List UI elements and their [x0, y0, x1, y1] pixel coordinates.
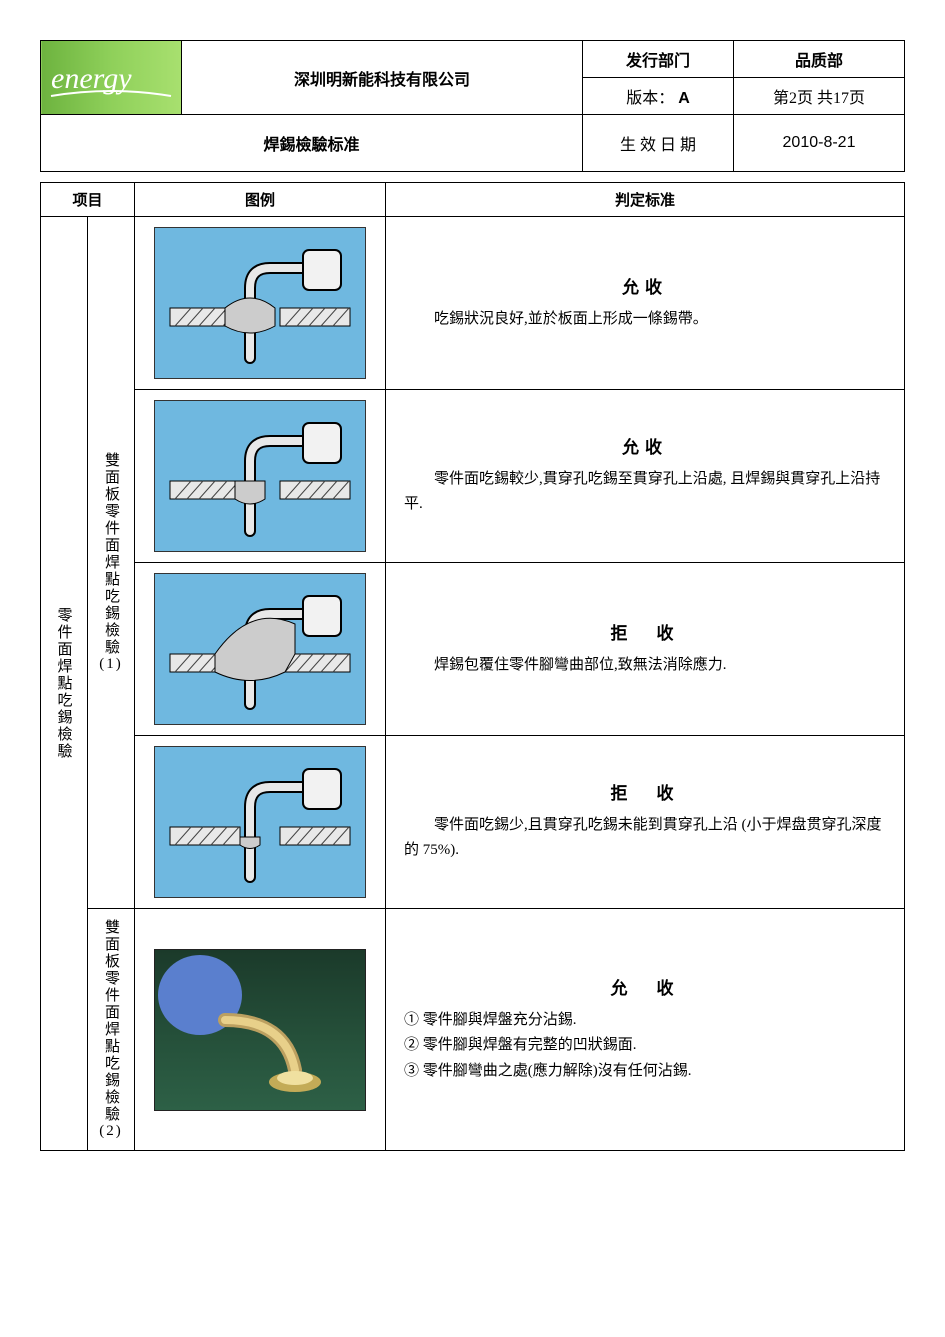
solder-diagram-4 — [154, 746, 366, 898]
side-label-main-text: 零件面焊點吃錫檢驗 — [56, 607, 72, 760]
photo-icon — [155, 950, 365, 1110]
table-row: 零件面焊點吃錫檢驗 雙面板零件面焊點吃錫檢驗(1) — [41, 217, 905, 390]
criteria-cell: 允收 吃錫狀況良好,並於板面上形成一條錫帶。 — [386, 217, 905, 390]
version-label: 版本： — [626, 90, 674, 107]
section1-label-text: 雙面板零件面焊點吃錫檢驗 — [103, 452, 119, 656]
verdict: 允收 — [404, 434, 886, 463]
diagram-icon — [155, 574, 365, 724]
document-title: 焊錫檢驗标准 — [41, 115, 583, 172]
criteria-cell: 拒 收 焊錫包覆住零件腳彎曲部位,致無法消除應力. — [386, 563, 905, 736]
criteria-desc: 焊錫包覆住零件腳彎曲部位,致無法消除應力. — [404, 653, 886, 679]
table-row: 允收 零件面吃錫較少,貫穿孔吃錫至貫穿孔上沿處, 且焊錫與貫穿孔上沿持平. — [41, 390, 905, 563]
criteria-cell: 允收 零件面吃錫較少,貫穿孔吃錫至貫穿孔上沿處, 且焊錫與貫穿孔上沿持平. — [386, 390, 905, 563]
col-item: 项目 — [41, 183, 135, 217]
table-row: 拒 收 零件面吃錫少,且貫穿孔吃錫未能到貫穿孔上沿 (小于焊盘贯穿孔深度的 75… — [41, 736, 905, 909]
section1-label: 雙面板零件面焊點吃錫檢驗(1) — [88, 217, 135, 909]
solder-diagram-2 — [154, 400, 366, 552]
criteria-desc-line: ② 零件腳與焊盤有完整的凹狀錫面. — [404, 1033, 886, 1059]
table-row: 拒 收 焊錫包覆住零件腳彎曲部位,致無法消除應力. — [41, 563, 905, 736]
dept-value: 品质部 — [734, 41, 905, 78]
criteria-desc: 零件面吃錫少,且貫穿孔吃錫未能到貫穿孔上沿 (小于焊盘贯穿孔深度的 75%). — [404, 813, 886, 864]
logo-text: energy — [51, 62, 132, 95]
header-table: energy 深圳明新能科技有限公司 发行部门 品质部 版本： A 第2页 共1… — [40, 40, 905, 172]
diagram-cell — [135, 390, 386, 563]
verdict: 拒 收 — [404, 780, 886, 809]
verdict: 拒 收 — [404, 620, 886, 649]
table-row: 雙面板零件面焊點吃錫檢驗(2) 允 收 — [41, 909, 905, 1151]
section2-num: (2) — [99, 1123, 123, 1140]
version-cell: 版本： A — [583, 78, 734, 115]
section1-num: (1) — [99, 656, 123, 673]
criteria-cell: 允 收 ① 零件腳與焊盤充分沾錫. ② 零件腳與焊盤有完整的凹狀錫面. ③ 零件… — [386, 909, 905, 1151]
version-value: A — [678, 90, 690, 107]
solder-diagram-3 — [154, 573, 366, 725]
content-table: 项目 图例 判定标准 零件面焊點吃錫檢驗 雙面板零件面焊點吃錫檢驗(1) — [40, 182, 905, 1151]
logo-cell: energy — [41, 41, 182, 115]
diagram-cell — [135, 217, 386, 390]
criteria-desc-line: ③ 零件腳彎曲之處(應力解除)沒有任何沾錫. — [404, 1059, 886, 1085]
section2-label: 雙面板零件面焊點吃錫檢驗(2) — [88, 909, 135, 1151]
section2-label-text: 雙面板零件面焊點吃錫檢驗 — [103, 919, 119, 1123]
dept-label: 发行部门 — [583, 41, 734, 78]
solder-photo — [154, 949, 366, 1111]
diagram-icon — [155, 747, 365, 897]
solder-diagram-1 — [154, 227, 366, 379]
diagram-cell — [135, 736, 386, 909]
diagram-icon — [155, 401, 365, 551]
col-figure: 图例 — [135, 183, 386, 217]
energy-logo-icon: energy — [41, 48, 181, 108]
criteria-desc: 零件面吃錫較少,貫穿孔吃錫至貫穿孔上沿處, 且焊錫與貫穿孔上沿持平. — [404, 467, 886, 518]
effective-date-label: 生 效 日 期 — [583, 115, 734, 172]
diagram-icon — [155, 228, 365, 378]
criteria-cell: 拒 收 零件面吃錫少,且貫穿孔吃錫未能到貫穿孔上沿 (小于焊盘贯穿孔深度的 75… — [386, 736, 905, 909]
page-number: 第2页 共17页 — [734, 78, 905, 115]
document-page: energy 深圳明新能科技有限公司 发行部门 品质部 版本： A 第2页 共1… — [40, 40, 905, 1151]
verdict: 允收 — [404, 274, 886, 303]
criteria-desc-line: ① 零件腳與焊盤充分沾錫. — [404, 1008, 886, 1034]
column-header-row: 项目 图例 判定标准 — [41, 183, 905, 217]
company-name: 深圳明新能科技有限公司 — [182, 41, 583, 115]
effective-date-value: 2010-8-21 — [734, 115, 905, 172]
side-label-main: 零件面焊點吃錫檢驗 — [41, 217, 88, 1151]
verdict: 允 收 — [404, 975, 886, 1004]
photo-cell — [135, 909, 386, 1151]
diagram-cell — [135, 563, 386, 736]
criteria-desc: 吃錫狀況良好,並於板面上形成一條錫帶。 — [404, 307, 886, 333]
col-criteria: 判定标准 — [386, 183, 905, 217]
